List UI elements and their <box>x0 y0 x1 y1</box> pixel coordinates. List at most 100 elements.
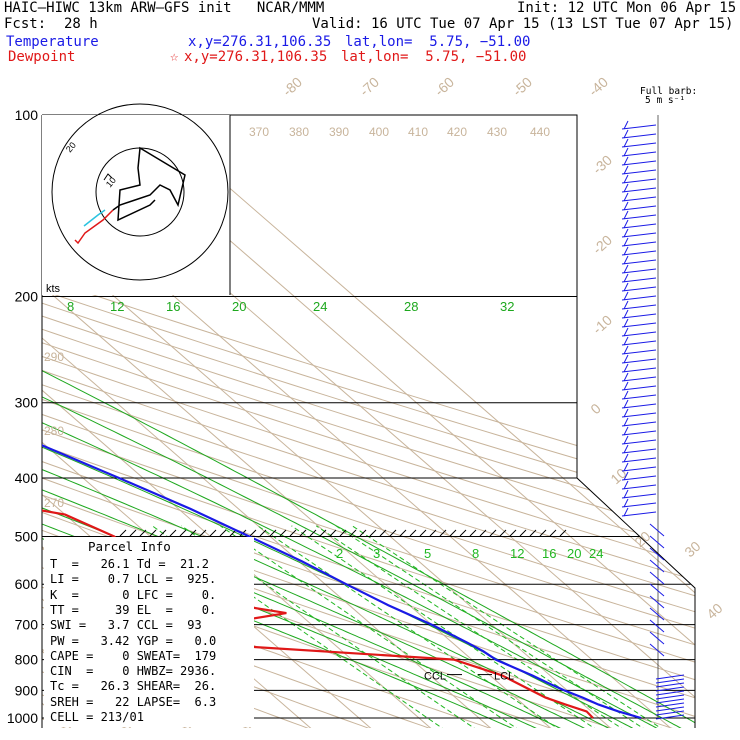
freezing-hatch <box>259 529 267 537</box>
freezing-hatch <box>349 529 357 537</box>
dry-adiabat-line <box>42 115 695 728</box>
isotherm-line <box>42 115 495 728</box>
wind-barb-flag <box>623 471 629 481</box>
freezing-hatch <box>329 529 337 537</box>
temperature-profile-line <box>42 115 642 720</box>
dry-adiabat-line <box>42 115 695 728</box>
parcel-info-row: CAPE = 0 SWEAT= 179 <box>50 648 217 663</box>
isotherm-label: 40 <box>703 600 725 622</box>
dry-adiabat-line <box>42 115 695 728</box>
mixing-ratio-label: 8 <box>472 546 479 561</box>
hodograph-background <box>42 115 230 295</box>
pressure-label: 200 <box>15 289 39 305</box>
wind-barbs <box>621 115 685 720</box>
freezing-hatch <box>359 529 367 537</box>
wind-barb <box>621 142 657 148</box>
hodograph-ring-label: 20 <box>64 140 78 154</box>
freezing-hatch <box>189 529 197 537</box>
wind-barb <box>621 214 657 220</box>
freezing-hatch <box>539 529 547 537</box>
dry-adiabat-line <box>42 115 695 728</box>
isotherm-label: -80 <box>279 74 305 100</box>
wind-barb-flag <box>623 147 629 157</box>
freezing-hatch <box>479 529 487 537</box>
wind-barb-flag <box>623 309 629 319</box>
pressure-label: 700 <box>15 617 39 633</box>
wind-barb-flag <box>623 129 629 139</box>
moist-adiabat-line <box>42 115 638 728</box>
moist-adiabat-label: 16 <box>166 299 180 314</box>
freezing-hatch <box>139 529 147 537</box>
freezing-hatch <box>389 529 397 537</box>
wind-barb <box>649 595 665 609</box>
parcel-info-row: LI = 0.7 LCL = 925. <box>50 572 217 587</box>
wind-barb <box>621 160 657 166</box>
wind-barb <box>649 535 665 549</box>
wind-barb <box>655 714 685 720</box>
moist-adiabat-label: 24 <box>313 299 327 314</box>
isotherm-line <box>0 115 14 731</box>
wind-barb <box>649 583 665 597</box>
dry-adiabat-label: 440 <box>530 125 550 139</box>
wind-barb-flag <box>623 120 629 130</box>
wind-barb <box>621 250 657 256</box>
wind-barb <box>621 475 657 481</box>
parcel-info-panel: Parcel Info T = 26.1 Td = 21.2 LI = 0.7 L… <box>44 537 254 727</box>
dry-adiabat-line <box>42 115 695 728</box>
hodograph-ring-label: 10 <box>104 175 118 189</box>
parcel-info-row: Tc = 26.3 SHEAR= 26. <box>50 679 217 694</box>
wind-barb <box>621 439 657 445</box>
parcel-info-row: SWI = 3.7 CCL = 93 <box>50 618 202 633</box>
wind-barb <box>621 313 657 319</box>
dry-adiabat-label: 430 <box>487 125 507 139</box>
wind-barb-flag <box>623 489 629 499</box>
pressure-label: 400 <box>15 470 39 486</box>
wind-barb <box>621 340 657 346</box>
wind-barb-flag <box>623 165 629 175</box>
wind-barb-flag <box>623 390 629 400</box>
isotherm-label: 0 <box>587 400 604 417</box>
mixing-ratio-line <box>220 525 521 728</box>
wind-barb-flag <box>623 507 629 517</box>
wind-barb <box>621 205 657 211</box>
wind-barb-flag <box>623 237 629 247</box>
freezing-hatch <box>269 529 277 537</box>
wind-barb <box>621 241 657 247</box>
wind-barb <box>621 232 657 238</box>
isotherm-label: -60 <box>431 74 457 100</box>
frame-outline <box>42 114 696 728</box>
wind-barb-flag <box>623 426 629 436</box>
moist-adiabat-line <box>42 115 686 728</box>
pressure-label: 100 <box>15 107 39 123</box>
moist-adiabat-label: 32 <box>500 299 514 314</box>
wind-barb-flag <box>623 354 629 364</box>
wind-barb <box>621 502 657 508</box>
parcel-info-title: Parcel Info <box>88 539 171 554</box>
moist-adiabat-label: 20 <box>232 299 246 314</box>
mixing-ratio-label: 2 <box>336 546 343 561</box>
moist-adiabat-label: 12 <box>110 299 124 314</box>
freezing-hatch <box>199 529 207 537</box>
wind-barb <box>655 710 685 716</box>
parcel-info-row: T = 26.1 Td = 21.2 <box>50 557 209 571</box>
hodograph-trace-low <box>74 209 114 245</box>
wind-barb <box>621 466 657 472</box>
freezing-hatch <box>549 529 557 537</box>
wind-barb <box>621 493 657 499</box>
wind-barb <box>621 259 657 265</box>
wind-barb-flag <box>623 318 629 328</box>
wind-barb-flag <box>623 381 629 391</box>
pressure-label: 900 <box>15 682 39 698</box>
parcel-info-row: CELL = 213/01 <box>50 710 144 724</box>
mixing-ratio-line <box>291 525 599 728</box>
wind-barb <box>621 304 657 310</box>
freezing-hatch <box>159 529 167 537</box>
valid-time: Valid: 16 UTC Tue 07 Apr 15 (13 LST Tue … <box>312 16 734 32</box>
freezing-hatch <box>529 529 537 537</box>
wind-barb <box>621 196 657 202</box>
dry-adiabat-line <box>42 115 695 728</box>
dry-adiabat-line <box>42 115 376 728</box>
isotherm-label: -20 <box>589 232 615 258</box>
isotherm-label: -50 <box>509 74 535 100</box>
